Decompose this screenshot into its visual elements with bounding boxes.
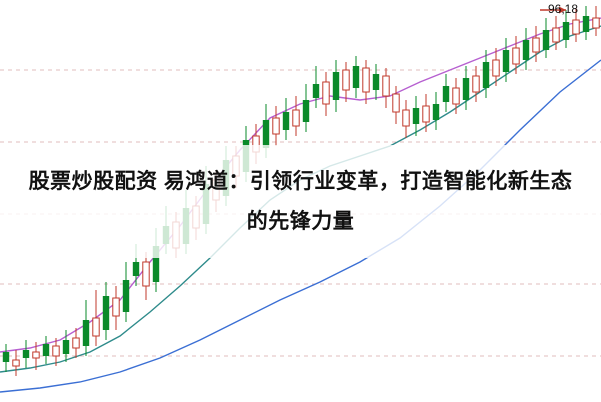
- headline-overlay: 股票炒股配资 易鸿道：引领行业变革，打造智能化新生态的先锋力量: [0, 145, 601, 258]
- price-arrow-icon: [540, 6, 566, 14]
- price-annotation-label: 96,18: [548, 2, 579, 16]
- headline-text: 股票炒股配资 易鸿道：引领行业变革，打造智能化新生态的先锋力量: [28, 169, 573, 233]
